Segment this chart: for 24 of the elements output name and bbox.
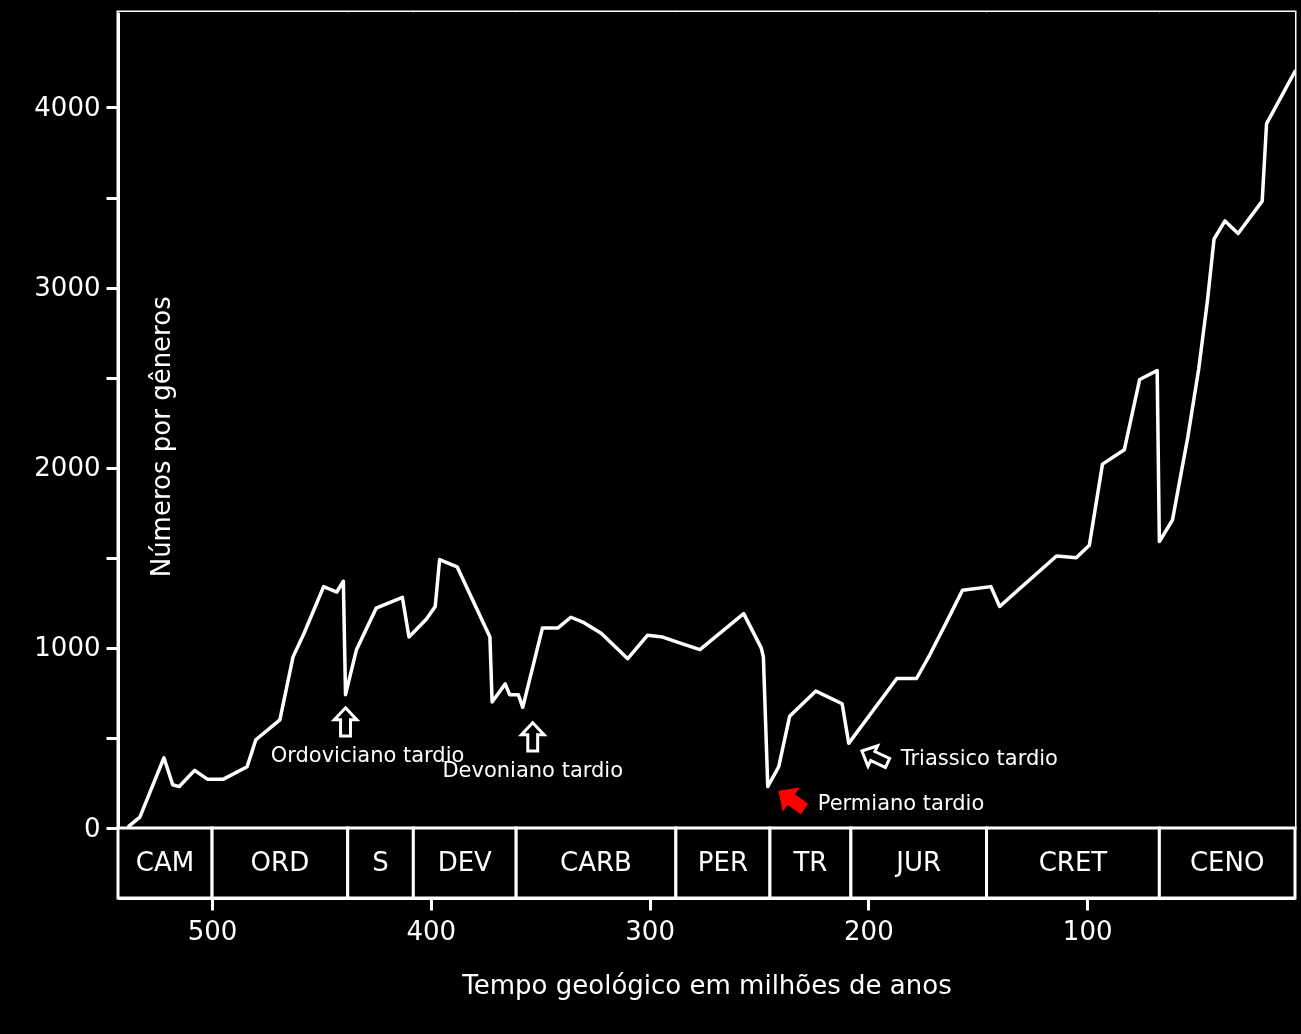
y-tick-label: 2000 <box>34 452 101 483</box>
x-tick-label: 300 <box>625 915 675 946</box>
y-tick-label: 3000 <box>34 272 101 303</box>
annotation: Triassico tardio <box>899 745 1058 770</box>
x-tick-label: 400 <box>406 915 457 946</box>
x-tick-label: 500 <box>187 915 238 946</box>
band-label: JUR <box>894 847 942 877</box>
band-label: CENO <box>1189 847 1265 877</box>
annotation: Permiano tardio <box>817 791 985 816</box>
y-axis-title: Números por gêneros <box>145 296 176 578</box>
band-label: CRET <box>1038 847 1108 877</box>
band-label: TR <box>792 847 828 877</box>
band-label: DEV <box>437 847 493 877</box>
x-axis-title: Tempo geológico em milhões de anos <box>461 969 952 1000</box>
band-label: ORD <box>250 847 310 877</box>
band-label: CAM <box>135 847 195 877</box>
band-label: CARB <box>560 847 632 877</box>
x-tick-label: 200 <box>844 915 894 946</box>
y-tick-label: 4000 <box>34 91 101 122</box>
y-tick-label: 1000 <box>34 632 101 663</box>
band-label: PER <box>697 847 748 877</box>
band-label: S <box>372 847 389 877</box>
y-tick-label: 0 <box>83 812 101 843</box>
x-tick-label: 100 <box>1062 915 1113 946</box>
